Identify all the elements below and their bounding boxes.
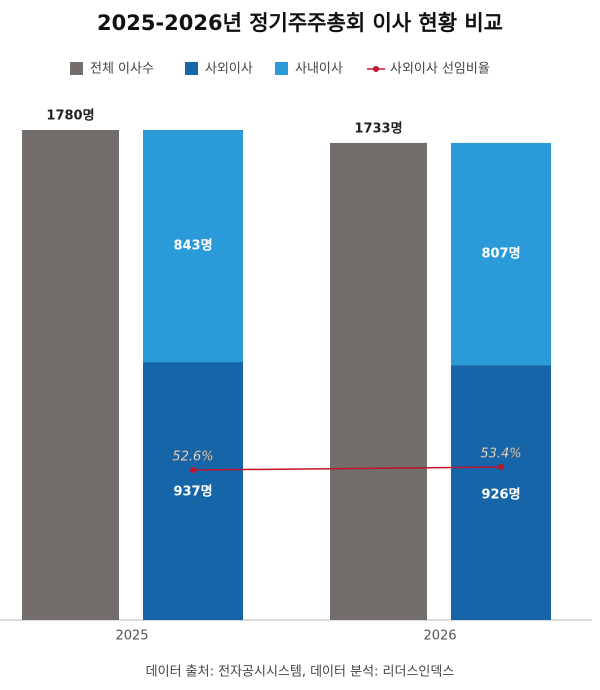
legend-label: 사내이사 (295, 62, 343, 77)
legend-marker (373, 66, 379, 72)
line-marker (498, 464, 504, 471)
value-label: 807명 (481, 246, 520, 262)
source: 데이터 출처: 전자공시시스템, 데이터 분석: 리더스인덱스 (146, 665, 455, 680)
value-label: 52.6% (172, 450, 213, 465)
bar (143, 130, 243, 363)
legend-swatch (70, 62, 83, 75)
x-tick-label: 2025 (115, 629, 148, 644)
x-tick-label: 2026 (423, 629, 456, 644)
value-label: 926명 (481, 487, 520, 503)
value-label: 843명 (173, 238, 212, 254)
bar (451, 365, 551, 620)
line-marker (190, 467, 196, 474)
legend-label: 전체 이사수 (90, 62, 154, 77)
legend-label: 사외이사 선임비율 (390, 62, 490, 77)
value-label: 937명 (173, 484, 212, 500)
chart-title: 2025-2026년 정기주주총회 이사 현황 비교 (97, 11, 503, 35)
bar (330, 142, 427, 620)
legend-label: 사외이사 (205, 62, 253, 77)
value-label: 1780명 (46, 108, 94, 124)
bar (143, 362, 243, 620)
line (192, 466, 502, 471)
bar (451, 142, 551, 366)
value-label: 1733명 (354, 120, 402, 136)
value-label: 53.4% (480, 447, 521, 462)
bar (22, 130, 119, 620)
legend-swatch (275, 62, 288, 75)
legend-swatch (185, 62, 198, 75)
